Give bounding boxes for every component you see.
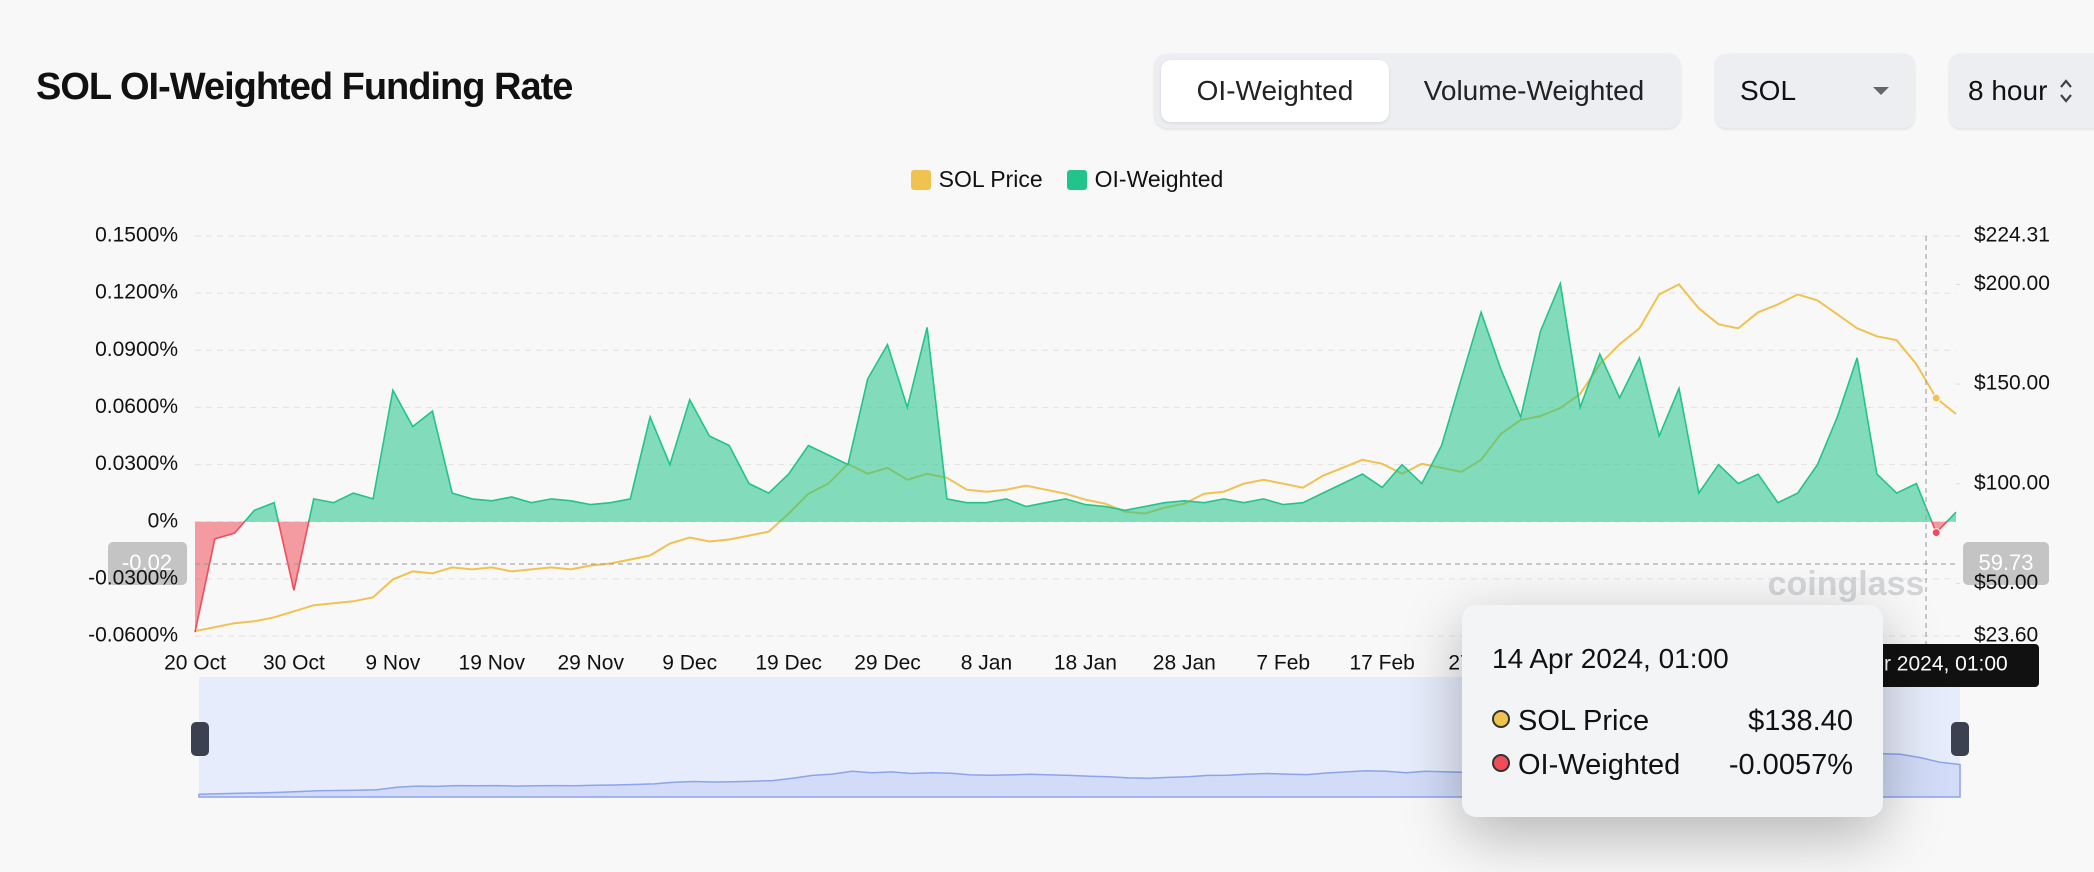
tab[interactable]: Volume-Weighted bbox=[1423, 75, 1645, 106]
crosshair-y2-label: 59.73 bbox=[1978, 550, 2033, 575]
legend-swatch bbox=[910, 170, 931, 190]
legend-item[interactable]: SOL Price bbox=[910, 166, 1043, 193]
funding-area bbox=[245, 283, 1956, 521]
tooltip-row: OI-Weighted -0.0057% bbox=[1492, 749, 1853, 793]
brush-handle[interactable] bbox=[1951, 722, 1969, 756]
y-tick-label: 0.1200% bbox=[95, 281, 178, 304]
x-tick-label: 19 Nov bbox=[459, 652, 526, 675]
symbol-value: SOL bbox=[1740, 75, 1797, 106]
y-tick-label: -0.0300% bbox=[88, 566, 178, 589]
x-tick-label: 9 Nov bbox=[365, 652, 420, 675]
crosshair-y-label: -0.02 bbox=[122, 550, 172, 575]
page-title: SOL OI-Weighted Funding Rate bbox=[36, 66, 573, 108]
tooltip-row: SOL Price $138.40 bbox=[1492, 705, 1853, 749]
y2-tick-label: $224.31 bbox=[1974, 224, 2050, 247]
y-tick-label: 0% bbox=[148, 509, 178, 532]
x-tick-label: 30 Oct bbox=[263, 652, 325, 675]
x-tick-label: 7 Feb bbox=[1256, 652, 1310, 675]
dropdown-arrow bbox=[1873, 87, 1889, 95]
tooltip: 14 Apr 2024, 01:00 SOL Price $138.40 OI-W… bbox=[1462, 605, 1883, 817]
y-tick-label: 0.0300% bbox=[95, 452, 178, 475]
y-tick-label: 0.0600% bbox=[95, 395, 178, 418]
tooltip-title: 14 Apr 2024, 01:00 bbox=[1492, 643, 1729, 674]
y-tick-label: 0.0900% bbox=[95, 338, 178, 361]
x-tick-label: 29 Dec bbox=[854, 652, 921, 675]
interval-select[interactable]: 8 hour bbox=[1950, 54, 2094, 128]
y-tick-label: 0.1500% bbox=[95, 224, 178, 247]
y2-tick-label: $50.00 bbox=[1974, 571, 2038, 594]
brush-handle[interactable] bbox=[191, 722, 209, 756]
y2-tick-label: $150.00 bbox=[1974, 372, 2050, 395]
y2-tick-label: $23.60 bbox=[1974, 624, 2038, 647]
x-tick-label: 9 Dec bbox=[662, 652, 717, 675]
watermark: coinglass bbox=[1768, 565, 1925, 603]
x-tick-label: 17 Feb bbox=[1349, 652, 1414, 675]
legend: SOL Price OI-Weighted bbox=[0, 166, 2094, 193]
y-tick-label: -0.0600% bbox=[88, 624, 178, 647]
crosshair-y2-label-box bbox=[1963, 542, 2049, 585]
crosshair-y-label-box bbox=[108, 542, 187, 585]
x-tick-label: 28 Jan bbox=[1153, 652, 1216, 675]
tooltip-value: $138.40 bbox=[1748, 705, 1853, 737]
x-tick-label: 18 Jan bbox=[1054, 652, 1117, 675]
tooltip-name: SOL Price bbox=[1518, 705, 1650, 737]
tab[interactable]: OI-Weighted bbox=[1161, 60, 1389, 122]
x-tick-label: 29 Nov bbox=[557, 652, 624, 675]
x-tick-label: 8 Jan bbox=[961, 652, 1012, 675]
legend-swatch bbox=[1066, 170, 1087, 190]
y2-tick-label: $100.00 bbox=[1974, 471, 2050, 494]
symbol-select[interactable]: SOL bbox=[1716, 54, 1914, 128]
funding-line bbox=[244, 280, 1957, 521]
tab-group: OI-Weighted Volume-Weighted bbox=[1155, 54, 1680, 128]
tooltip-value: -0.0057% bbox=[1728, 749, 1853, 781]
hover-point bbox=[1931, 528, 1941, 538]
legend-item[interactable]: OI-Weighted bbox=[1066, 166, 1224, 193]
hover-point bbox=[1931, 393, 1941, 403]
price-line bbox=[194, 283, 1957, 633]
stepper-arrows bbox=[2060, 79, 2072, 103]
legend-label: SOL Price bbox=[938, 166, 1043, 192]
tooltip-name: OI-Weighted bbox=[1518, 749, 1681, 781]
x-tick-label: 19 Dec bbox=[755, 652, 822, 675]
legend-label: OI-Weighted bbox=[1094, 166, 1224, 192]
y2-tick-label: $200.00 bbox=[1974, 272, 2050, 295]
interval-value: 8 hour bbox=[1968, 75, 2048, 106]
x-tick-label: 20 Oct bbox=[164, 652, 226, 675]
